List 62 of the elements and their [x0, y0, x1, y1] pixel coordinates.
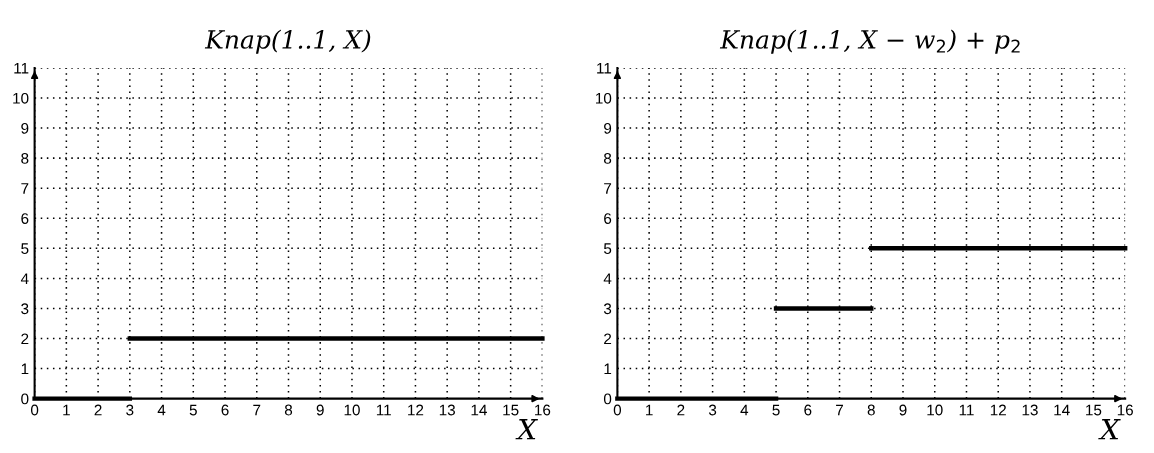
x-tick-label: 4 [157, 404, 166, 416]
x-tick-label: 5 [189, 404, 197, 416]
x-tick-label: 11 [959, 404, 974, 416]
y-tick-label: 3 [21, 303, 29, 315]
x-tick-label: 2 [94, 404, 102, 416]
x-tick-label: 13 [439, 404, 455, 416]
y-tick-label: 11 [597, 62, 612, 74]
x-tick-label: 10 [344, 404, 360, 416]
y-tick-label: 8 [604, 153, 612, 164]
x-tick-label: 0 [30, 404, 39, 416]
y-tick-label: 0 [21, 393, 29, 405]
y-tick-label: 4 [20, 273, 29, 284]
x-tick-label: 7 [253, 404, 261, 416]
x-tick-label: 13 [1022, 404, 1038, 416]
y-tick-label: 9 [604, 122, 612, 134]
x-tick-label: 16 [1117, 404, 1133, 416]
y-tick-label: 2 [21, 333, 29, 345]
y-tick-label: 5 [21, 243, 29, 255]
y-tick-label: 8 [21, 153, 29, 164]
y-tick-label: 7 [21, 183, 29, 194]
x-tick-label: 12 [990, 404, 1006, 416]
x-tick-label: 12 [408, 404, 424, 416]
y-tick-label: 7 [604, 183, 612, 194]
x-tick-label: 8 [284, 404, 293, 416]
y-tick-label: 1 [604, 363, 612, 375]
x-tick-label: 2 [677, 404, 685, 416]
x-axis-title: X [515, 419, 538, 440]
x-tick-label: 3 [126, 404, 134, 416]
x-tick-label: 1 [646, 404, 653, 416]
y-tick-label: 10 [13, 92, 29, 104]
x-tick-label: 14 [471, 404, 487, 416]
x-tick-label: 4 [740, 404, 749, 416]
x-tick-label: 6 [221, 404, 229, 416]
chart-title: Knap(1..1, X) [204, 29, 371, 54]
y-tick-label: 10 [596, 92, 612, 104]
x-tick-label: 8 [867, 404, 875, 416]
y-tick-label: 1 [21, 363, 29, 375]
y-tick-label: 9 [21, 122, 29, 134]
y-tick-label: 0 [603, 393, 612, 405]
y-tick-label: 11 [14, 62, 29, 74]
x-tick-label: 1 [63, 404, 70, 416]
x-tick-label: 6 [804, 404, 812, 416]
y-tick-label: 3 [603, 303, 612, 315]
x-tick-label: 10 [927, 404, 943, 416]
x-tick-label: 7 [836, 404, 844, 416]
x-tick-label: 9 [316, 404, 324, 416]
x-tick-label: 5 [772, 404, 780, 416]
x-tick-label: 15 [1086, 404, 1102, 416]
x-tick-label: 11 [376, 404, 391, 416]
y-tick-label: 6 [604, 213, 612, 224]
x-tick-label: 3 [708, 404, 717, 416]
x-tick-label: 14 [1054, 404, 1070, 416]
x-axis-title: X [1098, 419, 1121, 440]
x-tick-label: 9 [899, 404, 907, 416]
x-tick-label: 15 [503, 404, 519, 416]
y-tick-label: 5 [603, 243, 612, 255]
chart-title: Knap(1..1, X − w$_{2}$) + p$_{2}$ [719, 29, 1020, 54]
y-tick-label: 2 [604, 333, 612, 345]
y-tick-label: 4 [603, 273, 612, 284]
y-tick-label: 6 [21, 213, 29, 224]
x-tick-label: 0 [613, 404, 622, 416]
x-tick-label: 16 [535, 404, 551, 416]
